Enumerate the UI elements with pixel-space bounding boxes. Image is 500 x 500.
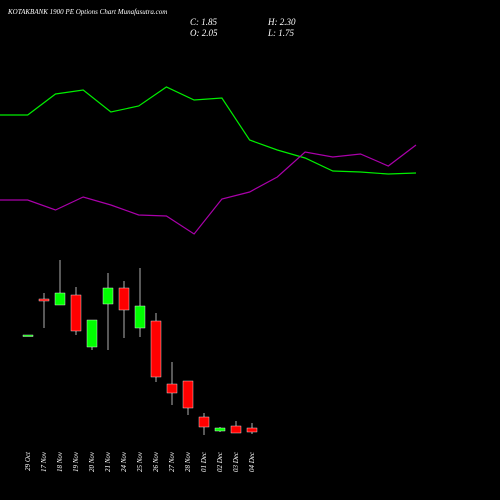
stat: C: 1.85 (190, 17, 218, 27)
x-tick-label: 19 Nov (72, 451, 80, 472)
x-tick-label: 04 Dec (248, 451, 256, 472)
x-tick-label: 18 Nov (56, 451, 64, 472)
indicator-line (0, 86, 417, 175)
candle-body (230, 425, 242, 434)
x-tick-label: 20 Nov (88, 451, 96, 472)
x-tick-label: 29 Oct (24, 451, 32, 471)
candle-body (118, 287, 130, 311)
x-tick-label: 21 Nov (104, 451, 112, 472)
candle-body (246, 427, 258, 433)
candle-body (134, 305, 146, 329)
x-tick-label: 24 Nov (120, 451, 128, 472)
candle-body (166, 383, 178, 394)
indicator-line (0, 144, 417, 235)
candle-body (86, 319, 98, 348)
stat: L: 1.75 (267, 28, 295, 38)
x-tick-label: 27 Nov (168, 451, 176, 472)
x-tick-label: 26 Nov (152, 451, 160, 472)
x-tick-label: 25 Nov (136, 451, 144, 472)
candle-body (22, 334, 34, 337)
stat: O: 2.05 (190, 28, 218, 38)
candle-body (214, 427, 226, 432)
candle-body (102, 287, 114, 305)
x-tick-label: 28 Nov (184, 451, 192, 472)
candle-body (54, 292, 66, 306)
x-tick-label: 03 Dec (232, 451, 240, 472)
candle-body (182, 380, 194, 409)
x-tick-label: 17 Nov (40, 451, 48, 472)
chart-title: KOTAKBANK 1900 PE Options Chart Munafasu… (7, 8, 167, 16)
stat: H: 2.30 (267, 17, 296, 27)
x-tick-label: 01 Dec (200, 451, 208, 472)
candle-body (198, 416, 210, 428)
candle-body (38, 298, 50, 302)
x-tick-label: 02 Dec (216, 451, 224, 472)
candle-body (70, 294, 82, 332)
candle-body (150, 320, 162, 378)
